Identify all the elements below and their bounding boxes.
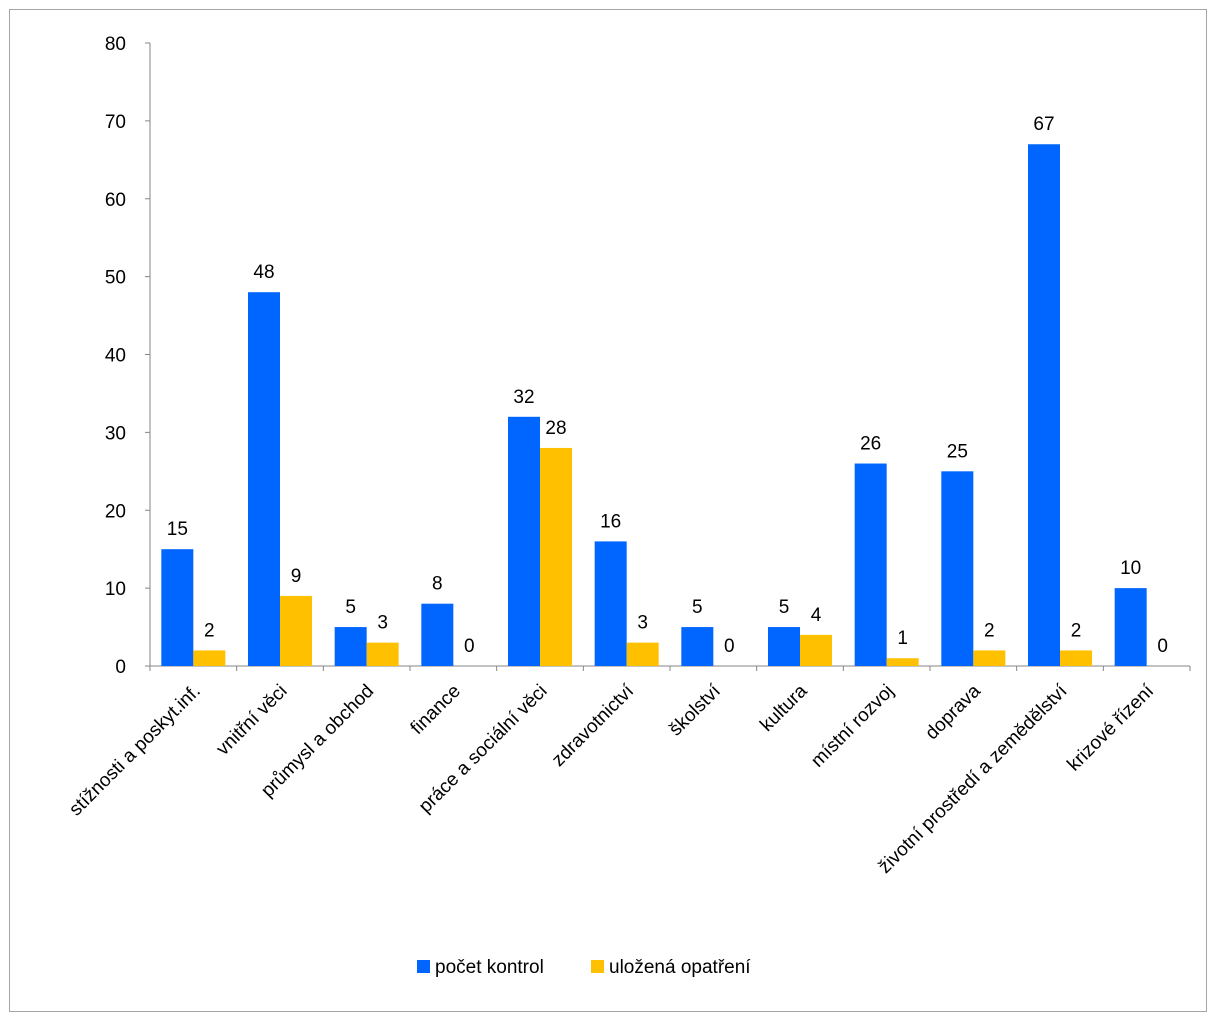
x-category-label: stížnosti a poskyt.inf. xyxy=(65,681,205,821)
bar-ulozena-opatreni xyxy=(280,595,312,666)
bar-ulozena-opatreni xyxy=(973,650,1006,666)
data-label: 1 xyxy=(897,628,908,649)
data-label: 5 xyxy=(779,597,790,618)
data-label: 10 xyxy=(1120,558,1141,579)
data-label: 26 xyxy=(860,434,881,455)
x-category-label: zdravotnictví xyxy=(548,680,639,771)
bar-ulozena-opatreni xyxy=(193,650,226,666)
y-tick-label: 0 xyxy=(115,657,126,678)
legend-swatch-pocet-kontrol xyxy=(417,960,430,973)
bar-pocet-kontrol xyxy=(248,292,280,666)
bar-pocet-kontrol xyxy=(768,627,800,666)
data-label: 0 xyxy=(724,636,735,657)
bar-ulozena-opatreni xyxy=(626,642,659,666)
bar-pocet-kontrol xyxy=(854,463,887,666)
bar-ulozena-opatreni xyxy=(1060,650,1092,666)
data-label: 25 xyxy=(947,441,968,462)
data-label: 8 xyxy=(432,574,443,595)
x-category-label: kultura xyxy=(756,680,811,735)
x-category-label: vnitřní věci xyxy=(212,681,291,760)
data-label: 2 xyxy=(1071,620,1082,641)
data-label: 16 xyxy=(600,511,621,532)
data-label: 4 xyxy=(811,605,822,626)
bar-ulozena-opatreni xyxy=(886,658,919,666)
x-category-label: školství xyxy=(665,680,725,740)
y-tick-label: 70 xyxy=(105,112,126,133)
x-category-label: krizové řízení xyxy=(1063,680,1158,775)
data-label: 28 xyxy=(545,418,566,439)
bar-pocet-kontrol xyxy=(334,627,367,666)
bar-pocet-kontrol xyxy=(1114,588,1147,666)
bar-pocet-kontrol xyxy=(1028,144,1060,667)
bar-pocet-kontrol xyxy=(508,416,540,666)
chart-frame xyxy=(9,9,1207,1012)
bar-pocet-kontrol xyxy=(421,603,454,666)
bar-pocet-kontrol xyxy=(941,471,974,666)
y-tick-label: 20 xyxy=(105,501,126,522)
data-label: 32 xyxy=(513,387,534,408)
legend-label: počet kontrol xyxy=(435,957,544,978)
data-label: 48 xyxy=(253,262,274,283)
bar-pocet-kontrol xyxy=(161,549,194,666)
x-category-label: místní rozvoj xyxy=(807,681,898,772)
data-label: 0 xyxy=(464,636,475,657)
data-label: 5 xyxy=(345,597,356,618)
bar-pocet-kontrol xyxy=(681,627,714,666)
x-category-label: finance xyxy=(407,681,465,739)
bar-ulozena-opatreni xyxy=(800,634,832,666)
data-label: 2 xyxy=(204,620,215,641)
y-tick-label: 60 xyxy=(105,190,126,211)
data-label: 15 xyxy=(167,519,188,540)
data-label: 5 xyxy=(692,597,703,618)
legend-label: uložená opatření xyxy=(609,957,751,978)
data-label: 0 xyxy=(1157,636,1168,657)
data-label: 3 xyxy=(377,613,388,634)
data-label: 67 xyxy=(1033,114,1054,135)
data-label: 3 xyxy=(637,613,648,634)
y-tick-label: 80 xyxy=(105,34,126,55)
data-label: 9 xyxy=(291,566,302,587)
x-category-label: životní prostředí a zemědělství xyxy=(874,680,1072,878)
y-tick-label: 10 xyxy=(105,579,126,600)
legend-swatch-ulozena-opatreni xyxy=(591,960,604,973)
y-tick-label: 30 xyxy=(105,423,126,444)
y-tick-label: 40 xyxy=(105,346,126,367)
x-category-label: doprava xyxy=(921,680,985,744)
data-label: 2 xyxy=(984,620,995,641)
bar-ulozena-opatreni xyxy=(540,447,572,666)
bar-ulozena-opatreni xyxy=(366,642,399,666)
y-tick-label: 50 xyxy=(105,268,126,289)
bar-pocet-kontrol xyxy=(594,541,627,666)
